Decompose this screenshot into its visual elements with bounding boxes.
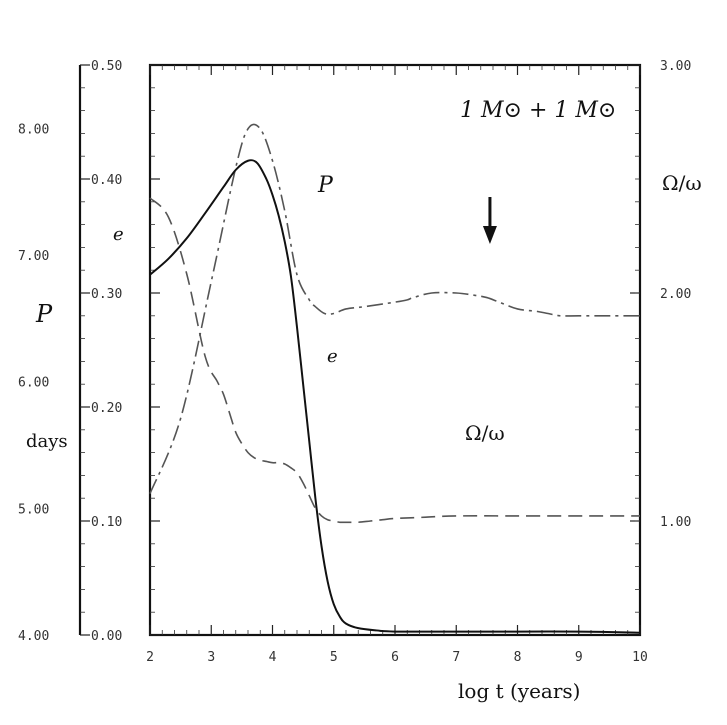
x-tick-label: 6 [391,650,399,665]
series-label-e-left: e [113,224,124,245]
p-axis-unit: days [26,431,68,452]
series-label-omega-right: Ω/ω [662,171,702,195]
annotation-binary-mass: 1 M⊙ + 1 M⊙ [460,98,616,123]
x-tick-label: 3 [207,650,215,665]
e-tick-label: 0.50 [91,59,122,74]
omega-tick-label: 3.00 [660,59,691,74]
p-tick-label: 8.00 [18,122,49,137]
series-line-omega [149,123,640,494]
p-axis-ticks: 4.00 5.00 6.00 7.00 8.00 [18,122,49,644]
omega-tick-label: 1.00 [660,515,691,530]
p-tick-label: 4.00 [18,629,49,644]
x-tick-label: 4 [269,650,277,665]
e-axis-ticks: 0.00 0.10 0.20 0.30 0.40 0.50 [80,59,160,644]
x-axis-title: log t (years) [458,679,580,703]
e-tick-label: 0.00 [91,629,122,644]
e-tick-label: 0.10 [91,515,122,530]
e-tick-label: 0.30 [91,287,122,302]
series-label-p: P [317,173,334,198]
p-axis-title: P [35,300,53,328]
x-tick-label: 9 [575,650,583,665]
e-tick-label: 0.40 [91,173,122,188]
x-tick-label: 8 [514,650,522,665]
omega-tick-label: 2.00 [660,287,691,302]
series-label-e-curve: e [327,346,338,367]
x-ticks: 2 3 4 5 6 7 8 9 10 [146,65,648,665]
p-tick-label: 6.00 [18,376,49,391]
plot-frame [148,63,642,637]
e-tick-label: 0.20 [91,401,122,416]
x-tick-label: 10 [632,650,648,665]
x-tick-label: 2 [146,650,154,665]
p-tick-label: 7.00 [18,249,49,264]
series-label-omega-curve: Ω/ω [465,421,505,445]
x-tick-label: 7 [452,650,460,665]
series-line-p [149,197,640,524]
x-tick-label: 5 [330,650,338,665]
arrow-down-icon [482,197,497,244]
series-line-e [149,159,641,634]
omega-axis-ticks: 1.00 2.00 3.00 [630,59,691,613]
p-tick-label: 5.00 [18,502,49,517]
